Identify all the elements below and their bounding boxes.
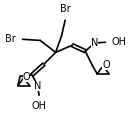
Text: Br: Br [60,4,71,14]
Text: Br: Br [5,34,16,44]
Text: OH: OH [112,37,127,47]
Text: N: N [34,81,42,91]
Text: N: N [91,38,98,48]
Text: OH: OH [32,101,47,111]
Text: O: O [23,72,30,82]
Text: O: O [102,60,110,70]
